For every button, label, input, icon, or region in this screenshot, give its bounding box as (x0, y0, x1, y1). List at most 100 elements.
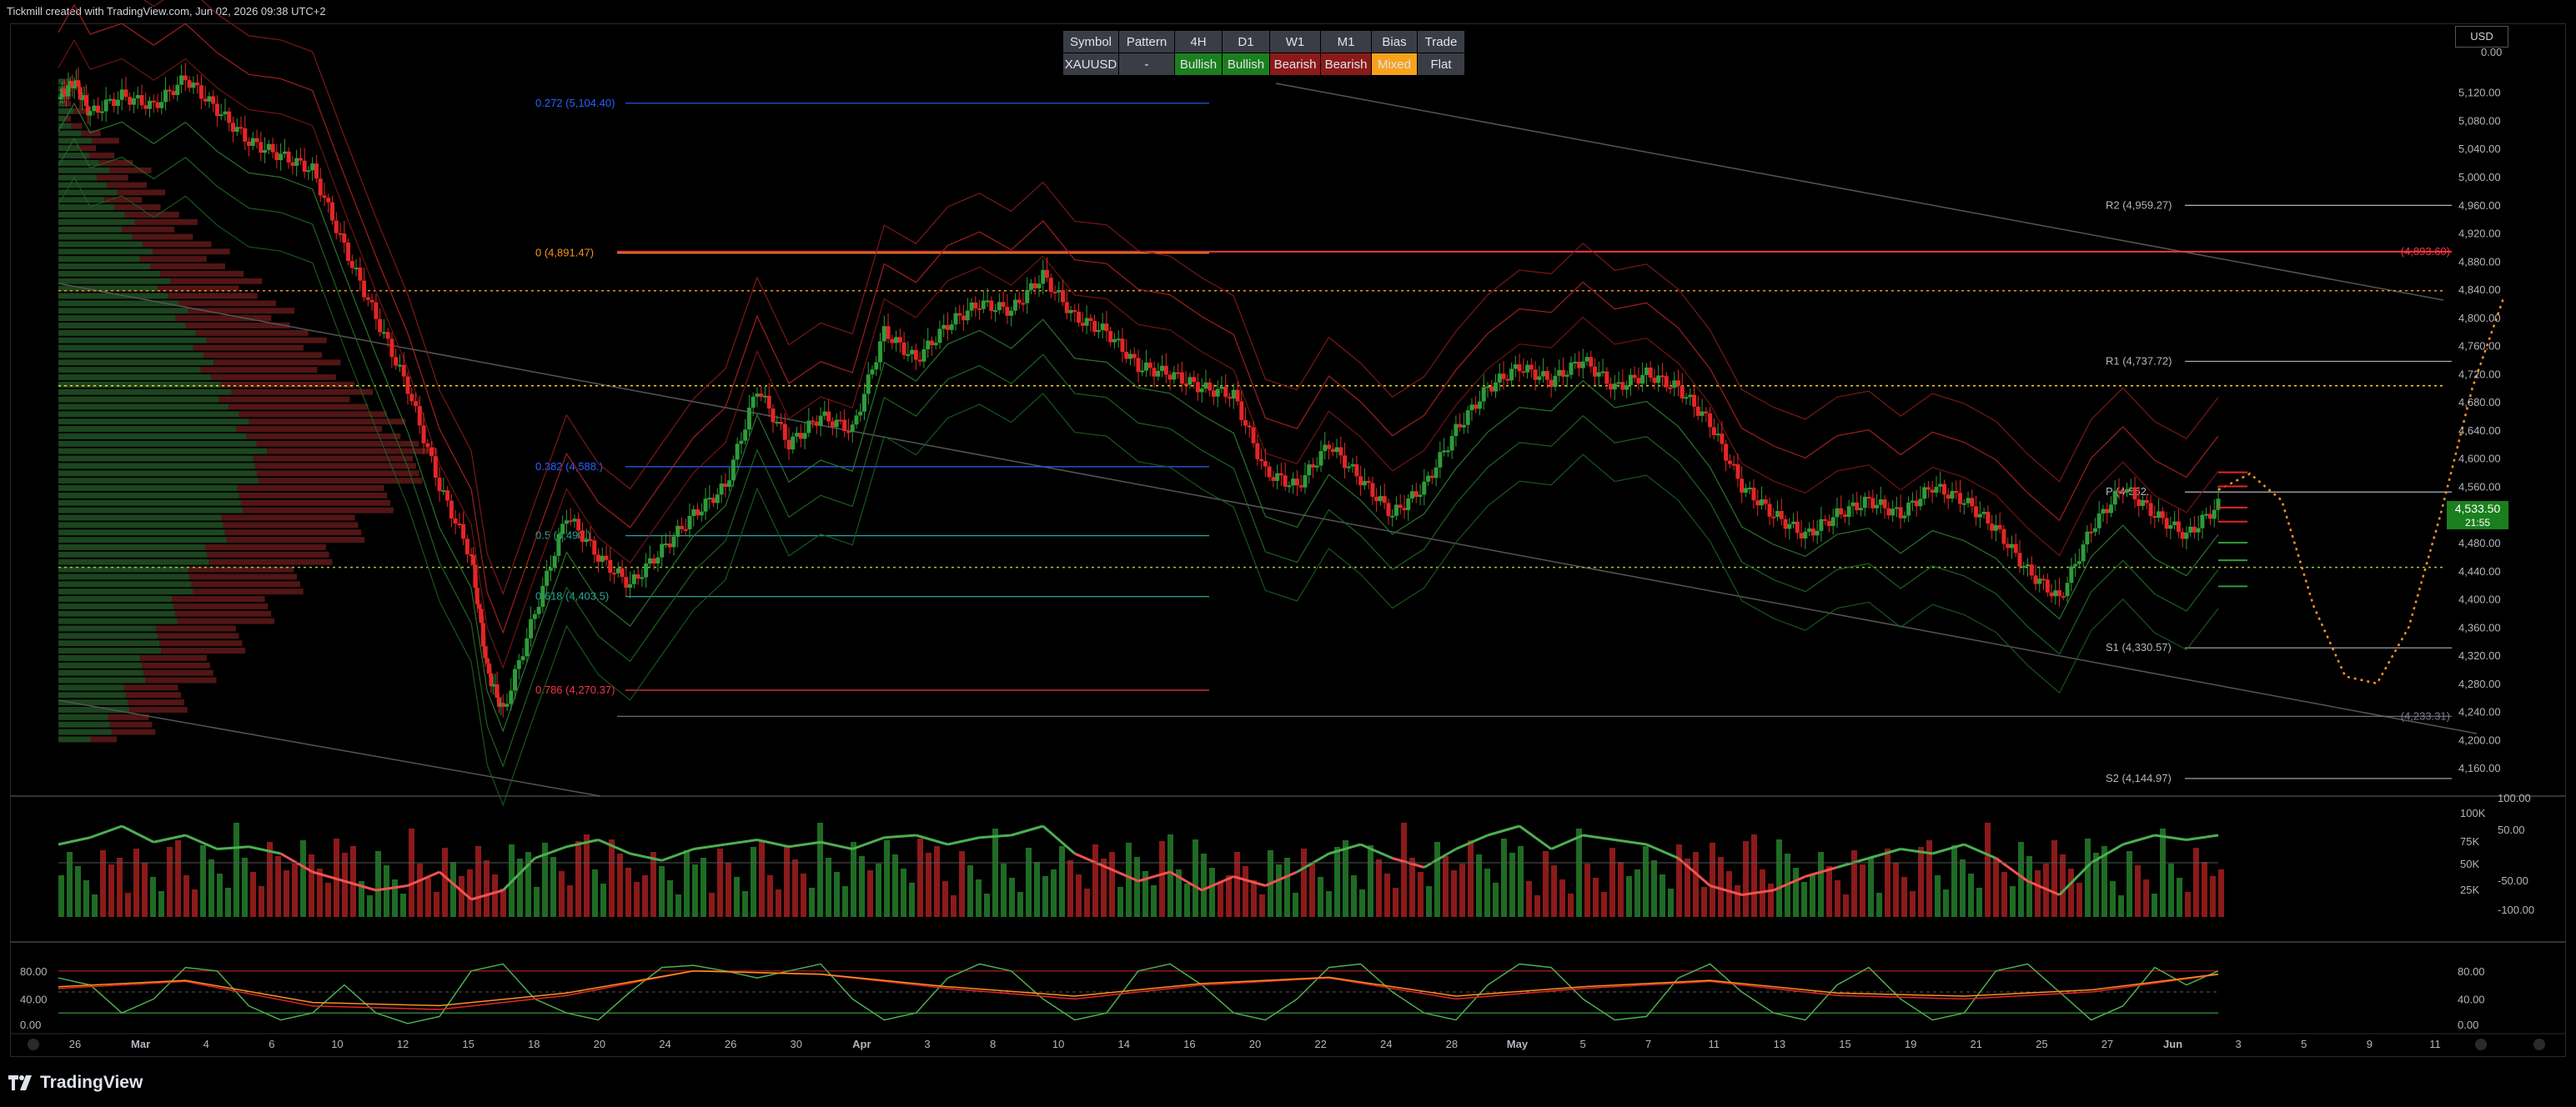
volume-bar (1101, 859, 1107, 917)
candle-body (1616, 382, 1621, 384)
oscillator-line (1424, 848, 1457, 869)
volume-profile-bar (58, 537, 227, 543)
volume-profile-bar (58, 633, 158, 639)
candle-body (1179, 372, 1184, 384)
candle-body (520, 656, 525, 660)
price-level-label: 0.382 (4,588.) (535, 460, 603, 473)
volume-profile-bar (109, 721, 153, 728)
oscillator-line (597, 839, 631, 855)
candle-body (997, 302, 1002, 311)
candle-body (2017, 553, 2022, 567)
candle-body (1346, 466, 1351, 468)
candle-body (1544, 371, 1549, 380)
candle-body (1521, 371, 1526, 373)
volume-bar (1359, 889, 1365, 917)
chart-frame[interactable] (10, 23, 2566, 1057)
volume-profile-bar (58, 322, 186, 328)
candle-body (167, 89, 172, 92)
candle-body (1695, 406, 1700, 416)
candle-body (1402, 508, 1407, 511)
volume-profile-bar (90, 736, 117, 743)
candle-body (1167, 374, 1173, 380)
volume-bar (2085, 839, 2091, 917)
volume-profile-bar (58, 174, 98, 181)
bollinger-band-line (58, 38, 2219, 669)
candle-body (445, 490, 450, 501)
x-axis-tick-label: 11 (1709, 1038, 1720, 1050)
volume-profile-bar (256, 440, 419, 447)
candle-body (425, 443, 430, 448)
volume-profile-bar (58, 581, 192, 588)
candle-body (1557, 369, 1562, 376)
stochastic-k-line (58, 963, 2219, 1024)
currency-selector[interactable]: USD (2455, 26, 2508, 48)
candle-body (1724, 443, 1729, 461)
volume-profile-bar (58, 315, 176, 322)
candle-body (651, 558, 656, 564)
x-axis-tick-label: 7 (1645, 1038, 1651, 1050)
volume-bar (1484, 869, 1490, 917)
candle-body (1624, 385, 1629, 390)
y-axis-tick-label: 4,400.00 (2458, 594, 2501, 606)
candle-body (838, 419, 843, 422)
candle-body (917, 359, 922, 362)
candle-body (1580, 361, 1585, 368)
volume-bar (1284, 858, 1290, 917)
candle-body (1815, 530, 1820, 536)
candle-body (703, 498, 708, 512)
candle-body (655, 557, 660, 564)
volume-bar (809, 888, 815, 917)
volume-profile-bar (58, 463, 255, 469)
tradingview-brand[interactable]: TradingView (8, 1070, 143, 1095)
volume-profile-bar (142, 241, 212, 248)
candle-body (1747, 488, 1752, 490)
candle-body (1219, 386, 1224, 389)
oscillator-line (1550, 834, 1584, 850)
candle-body (1902, 515, 1907, 518)
volume-bar (567, 885, 573, 917)
candle-body (2157, 511, 2162, 518)
candle-body (1215, 388, 1220, 397)
volume-profile-bar (58, 115, 66, 122)
candle-body (247, 141, 252, 146)
volume-profile-bar (158, 633, 239, 639)
volume-profile-bar (205, 543, 326, 550)
volume-profile-bar (58, 233, 133, 240)
candle-body (464, 538, 470, 554)
oscillator-line (1487, 824, 1520, 837)
volume-profile-bar (58, 455, 254, 462)
candle-body (596, 554, 600, 562)
volume-bar (1976, 888, 1982, 917)
candle-body (1735, 463, 1740, 479)
volume-bar (1042, 876, 1048, 917)
oscillator-line (1995, 857, 2029, 883)
candle-body (1434, 467, 1439, 478)
candle-body (1715, 433, 1720, 436)
oscillator-line (693, 843, 726, 850)
volume-bar (492, 874, 498, 917)
volume-profile-bar (58, 729, 112, 735)
stochastic-signal-line (58, 970, 2219, 1007)
candle-body (1418, 494, 1423, 498)
candle-body (1323, 444, 1328, 452)
volume-profile-bar (58, 684, 124, 691)
volume-bar (2185, 892, 2191, 917)
volume-bar (1668, 889, 1674, 917)
oscillator-line (630, 852, 662, 862)
candle-body (500, 703, 505, 707)
candle-body (2073, 564, 2078, 567)
price-level-label: 0.786 (4,270.37) (535, 684, 615, 696)
candle-body (1255, 443, 1260, 459)
price-level-label: R2 (4,959.27) (2106, 198, 2172, 211)
volume-bar (1743, 841, 1749, 917)
candle-body (1537, 376, 1542, 380)
candle-body (1672, 380, 1677, 388)
candle-body (1183, 383, 1188, 386)
candle-body (842, 419, 847, 432)
candle-body (921, 349, 926, 362)
candle-body (378, 318, 383, 333)
volume-bar (892, 854, 898, 917)
stochastic-left-label: 0.00 (20, 1019, 41, 1031)
oscillator-line (1773, 875, 1806, 892)
